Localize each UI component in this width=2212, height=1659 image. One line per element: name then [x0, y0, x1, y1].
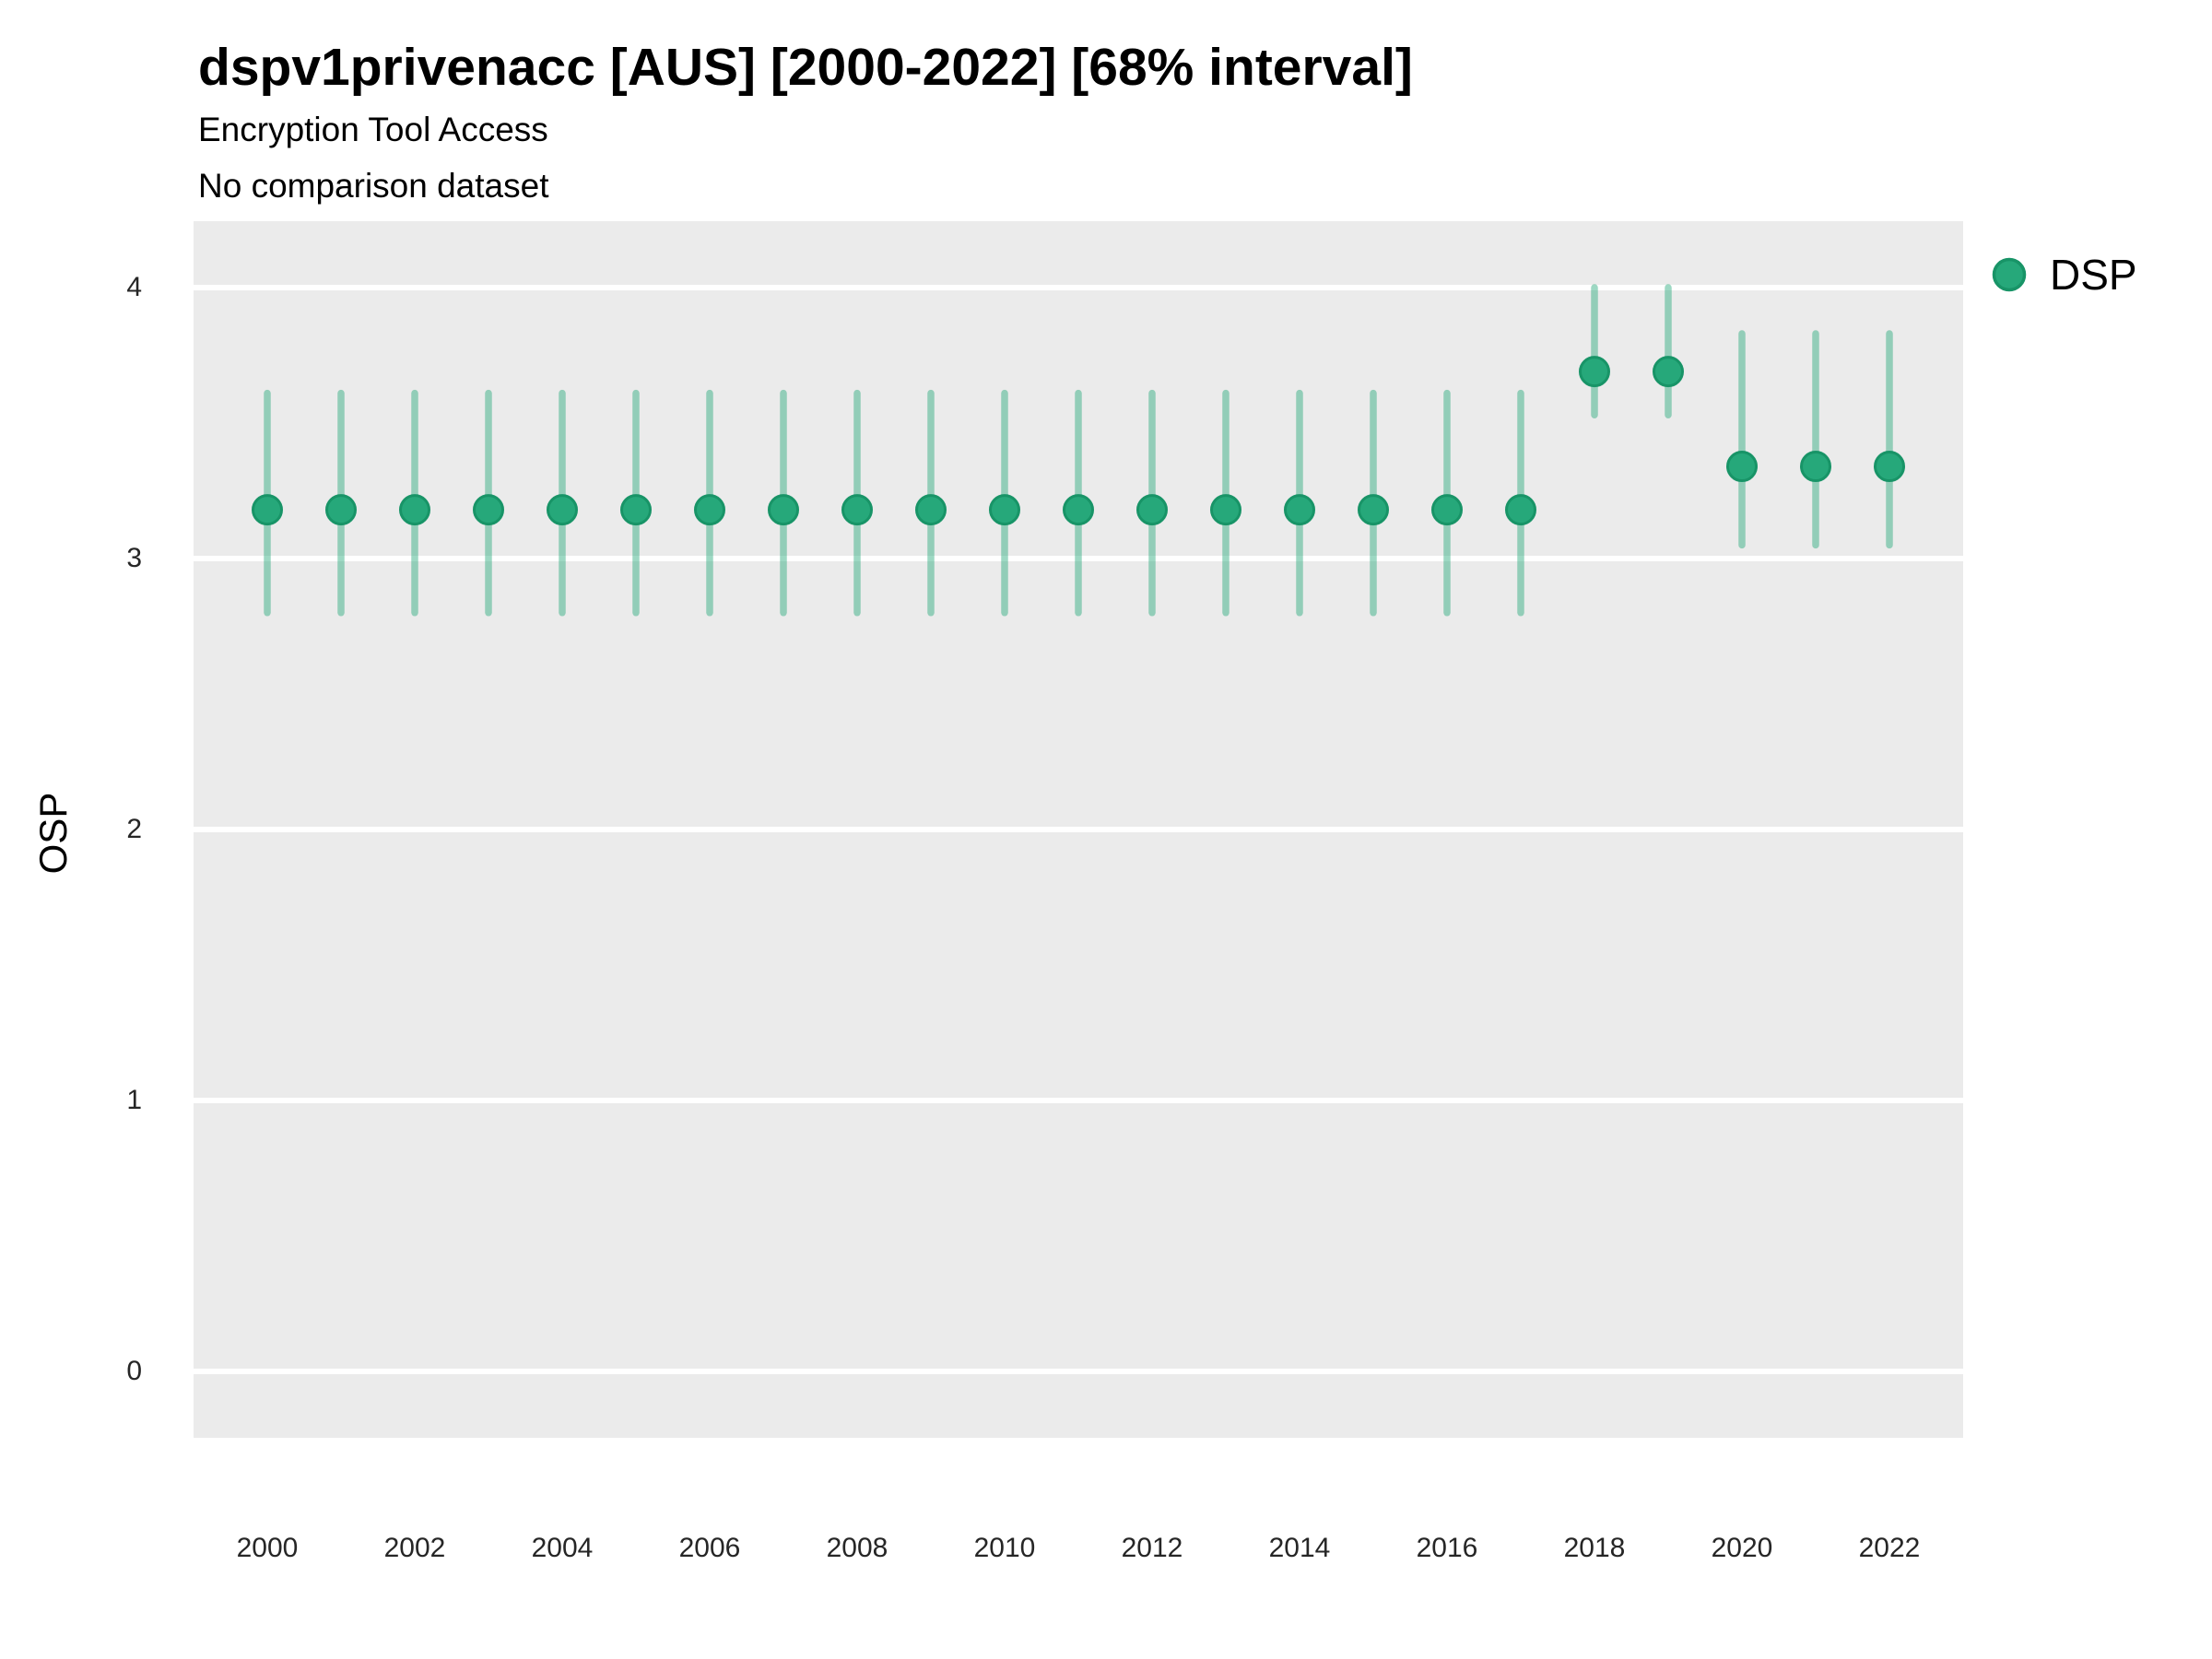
plot-panel: [194, 221, 1963, 1438]
chart-subtitle: Encryption Tool Access: [198, 111, 548, 148]
gridline-y-4: [194, 285, 1963, 291]
x-tick-label-2018: 2018: [1563, 1533, 1626, 1563]
x-tick-label-2012: 2012: [1121, 1533, 1183, 1563]
data-point-2005: [620, 494, 652, 526]
y-tick-label-2: 2: [126, 814, 142, 844]
data-point-2006: [694, 494, 725, 526]
data-point-2002: [399, 494, 430, 526]
data-point-2004: [547, 494, 578, 526]
data-point-2010: [989, 494, 1020, 526]
data-point-2018: [1579, 356, 1610, 388]
data-point-2015: [1358, 494, 1389, 526]
chart-title: dspv1privenacc [AUS] [2000-2022] [68% in…: [198, 38, 1413, 97]
y-tick-label-3: 3: [126, 543, 142, 573]
gridline-y-0: [194, 1368, 1963, 1374]
x-tick-label-2014: 2014: [1268, 1533, 1331, 1563]
data-point-2011: [1063, 494, 1094, 526]
x-tick-label-2004: 2004: [531, 1533, 594, 1563]
data-point-2007: [768, 494, 799, 526]
legend-label: DSP: [2050, 251, 2137, 299]
gridline-y-3: [194, 556, 1963, 562]
legend: DSP: [1989, 247, 2137, 302]
data-point-2017: [1505, 494, 1536, 526]
data-point-2019: [1653, 356, 1684, 388]
data-point-2020: [1726, 451, 1758, 483]
gridline-y-2: [194, 827, 1963, 832]
data-point-2001: [325, 494, 357, 526]
data-point-2000: [252, 494, 283, 526]
x-tick-label-2008: 2008: [826, 1533, 888, 1563]
y-tick-label-1: 1: [126, 1084, 142, 1115]
legend-point-icon: [1992, 257, 2027, 292]
y-tick-label-4: 4: [126, 272, 142, 303]
data-point-2012: [1136, 494, 1168, 526]
data-point-2021: [1800, 451, 1831, 483]
x-tick-label-2000: 2000: [236, 1533, 299, 1563]
data-point-2013: [1210, 494, 1241, 526]
data-point-2008: [841, 494, 873, 526]
data-point-2003: [473, 494, 504, 526]
data-point-2009: [915, 494, 947, 526]
comparison-note: No comparison dataset: [198, 167, 549, 205]
y-tick-label-0: 0: [126, 1355, 142, 1386]
x-tick-label-2010: 2010: [973, 1533, 1036, 1563]
x-tick-label-2016: 2016: [1416, 1533, 1478, 1563]
data-point-2016: [1431, 494, 1463, 526]
x-tick-label-2020: 2020: [1711, 1533, 1773, 1563]
plot-canvas: [194, 284, 1963, 1374]
data-point-2014: [1284, 494, 1315, 526]
gridline-y-1: [194, 1097, 1963, 1103]
x-tick-label-2022: 2022: [1858, 1533, 1921, 1563]
x-tick-label-2002: 2002: [383, 1533, 446, 1563]
data-point-2022: [1874, 451, 1905, 483]
x-tick-label-2006: 2006: [678, 1533, 741, 1563]
